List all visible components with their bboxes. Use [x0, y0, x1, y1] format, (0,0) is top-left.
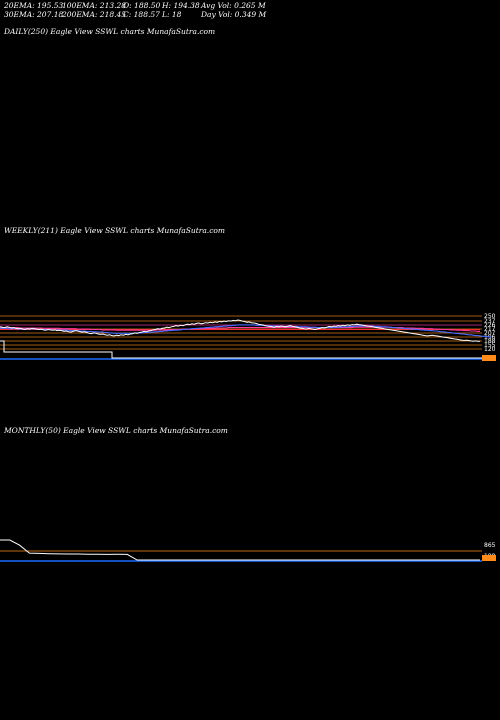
price-line [0, 539, 480, 561]
low-value: L: 18 [162, 10, 182, 19]
level-label: 217 [484, 326, 496, 333]
level-label: 120 [484, 346, 496, 353]
level-label: 237 [484, 318, 496, 325]
monthly-chart: 865188 [0, 539, 496, 562]
monthly-panel-label: MONTHLY(50) Eagle View SSWL charts Munaf… [4, 426, 228, 435]
avg-volume-value: Avg Vol: 0.265 M [201, 1, 266, 10]
level-label: 207 [484, 330, 496, 337]
level-label: 226 [484, 322, 496, 329]
ema200-value: 200EMA: 218.45 [62, 10, 127, 19]
level-label-865: 865 [484, 542, 496, 549]
ema30-value: 30EMA: 207.18 [4, 10, 64, 19]
ema-short-line [0, 324, 492, 338]
daily-panel-label: DAILY(250) Eagle View SSWL charts Munafa… [4, 27, 216, 36]
weekly-panel-label: WEEKLY(211) Eagle View SSWL charts Munaf… [4, 226, 226, 235]
volume-marker [482, 355, 496, 361]
level-label: 250 [484, 313, 496, 320]
volume-marker [482, 555, 496, 561]
ema100-value: 100EMA: 213.28 [62, 1, 127, 10]
level-label: 196 [484, 334, 496, 341]
volume-line [0, 340, 482, 359]
close-value: C: 188.57 [123, 10, 160, 19]
day-volume-value: Day Vol: 0.349 M [201, 10, 267, 19]
level-label: 188 [484, 338, 496, 345]
ema20-value: 20EMA: 195.53 [4, 1, 64, 10]
open-value: O: 188.50 [123, 1, 161, 10]
price-line [0, 319, 480, 342]
high-value: H: 194.38 [162, 1, 200, 10]
level-label: 155 [484, 342, 496, 349]
